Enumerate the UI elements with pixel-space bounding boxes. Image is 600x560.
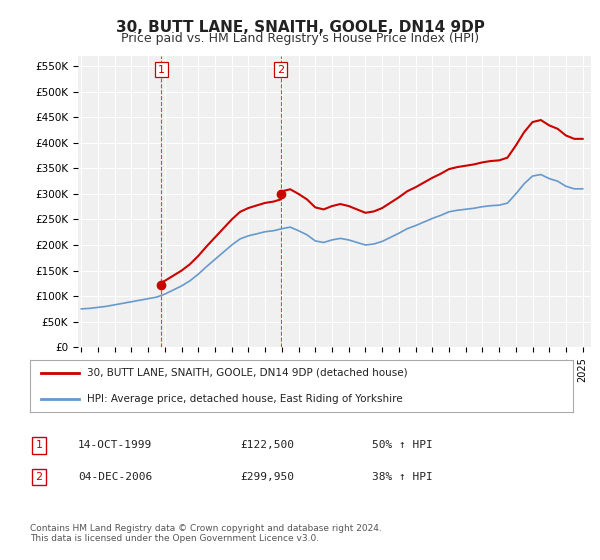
Text: 14-OCT-1999: 14-OCT-1999 bbox=[78, 440, 152, 450]
Text: 1: 1 bbox=[158, 65, 165, 74]
Text: £299,950: £299,950 bbox=[240, 472, 294, 482]
Text: 38% ↑ HPI: 38% ↑ HPI bbox=[372, 472, 433, 482]
Text: 04-DEC-2006: 04-DEC-2006 bbox=[78, 472, 152, 482]
Text: 30, BUTT LANE, SNAITH, GOOLE, DN14 9DP (detached house): 30, BUTT LANE, SNAITH, GOOLE, DN14 9DP (… bbox=[87, 367, 407, 377]
Text: HPI: Average price, detached house, East Riding of Yorkshire: HPI: Average price, detached house, East… bbox=[87, 394, 403, 404]
Text: 1: 1 bbox=[35, 440, 43, 450]
Text: £122,500: £122,500 bbox=[240, 440, 294, 450]
Text: 30, BUTT LANE, SNAITH, GOOLE, DN14 9DP: 30, BUTT LANE, SNAITH, GOOLE, DN14 9DP bbox=[116, 20, 484, 35]
Text: 2: 2 bbox=[277, 65, 284, 74]
Text: Contains HM Land Registry data © Crown copyright and database right 2024.
This d: Contains HM Land Registry data © Crown c… bbox=[30, 524, 382, 543]
Text: Price paid vs. HM Land Registry's House Price Index (HPI): Price paid vs. HM Land Registry's House … bbox=[121, 32, 479, 45]
Text: 50% ↑ HPI: 50% ↑ HPI bbox=[372, 440, 433, 450]
Text: 2: 2 bbox=[35, 472, 43, 482]
